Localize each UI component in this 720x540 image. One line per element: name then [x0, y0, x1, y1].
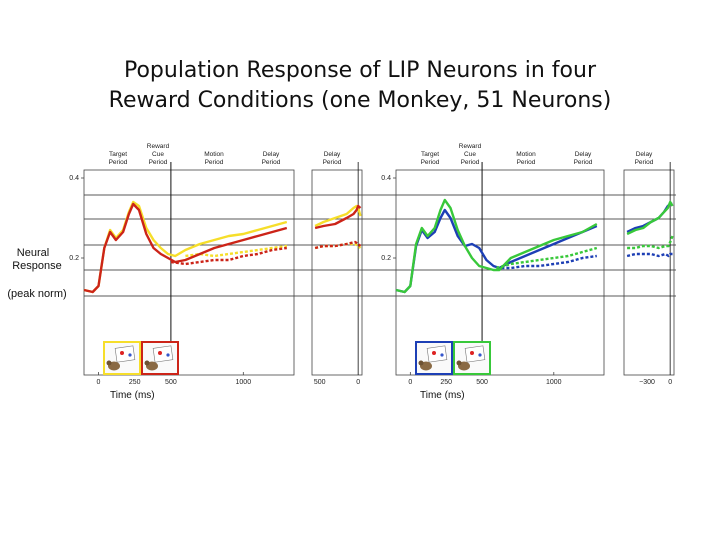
target-dot-icon: [478, 353, 482, 357]
y-axis-label-line-1: Neural: [17, 247, 49, 259]
target-dot-icon: [166, 353, 170, 357]
period-label-3-line-0: Delay: [263, 151, 280, 158]
target-dot-icon: [120, 351, 124, 355]
x-axis-label-right: Time (ms): [420, 390, 465, 401]
period-label-0-line-0: Target: [109, 151, 127, 158]
x-tick-label: 0: [668, 379, 672, 386]
monkey-head-icon: [106, 360, 112, 366]
y-tick-label: 0.4: [381, 175, 391, 182]
axis-labels: Neural Response (peak norm) Time (ms) Ti…: [7, 247, 464, 401]
chart-panel-right: 0.40.20 250 500 1000 −300 0TargetPeriodReward…: [381, 143, 675, 386]
series-blue-dashed-delay-right: [626, 252, 673, 258]
period-label-2-line-0: Motion: [516, 151, 536, 158]
target-dot-icon: [158, 351, 162, 355]
screen-icon: [464, 345, 486, 363]
x-tick-label: 1000: [546, 379, 562, 386]
series-yellow-solid-main-left: [83, 200, 288, 294]
series-blue-solid-main-right: [395, 208, 598, 294]
period-label-0-line-1: Period: [109, 159, 128, 166]
series-blue-solid-delay-right: [626, 202, 673, 234]
period-label-4-line-1: Period: [323, 159, 342, 166]
screen-icon: [426, 345, 448, 363]
period-label-0-line-0: Target: [421, 151, 439, 158]
x-tick-label: 1000: [236, 379, 252, 386]
x-tick-label: 500: [476, 379, 488, 386]
main-axes-box-right: [395, 169, 605, 376]
y-axis-label-line-3: (peak norm): [7, 288, 66, 300]
period-label-1-line-2: Period: [461, 159, 480, 166]
period-label-4-line-1: Period: [635, 159, 654, 166]
screen-icon: [114, 345, 136, 363]
target-dot-icon: [432, 351, 436, 355]
x-axis-label-left: Time (ms): [110, 390, 155, 401]
period-label-3-line-1: Period: [574, 159, 593, 166]
y-tick-label: 0.2: [381, 255, 391, 262]
y-tick-label: 0.4: [69, 175, 79, 182]
series-green-dashed-main-right: [496, 246, 598, 270]
period-label-1-line-1: Cue: [152, 151, 164, 158]
period-label-0-line-1: Period: [421, 159, 440, 166]
screen-icon: [152, 345, 174, 363]
chart-panel-left: 0.40.20 250 500 1000 500 0TargetPeriodRewardC…: [69, 143, 363, 386]
x-tick-label: 250: [440, 379, 452, 386]
horizontal-grid-lines: [84, 194, 676, 297]
slide-title-line-2: Reward Conditions (one Monkey, 51 Neuron…: [108, 88, 612, 113]
x-tick-label: 250: [129, 379, 141, 386]
monkey-head-icon: [418, 360, 424, 366]
x-tick-label: 0: [97, 379, 101, 386]
series-yellow-dashed-main-left: [185, 244, 287, 258]
series-green-solid-main-right: [395, 198, 598, 294]
period-label-1-line-0: Reward: [459, 143, 482, 150]
series-green-solid-delay-right: [626, 200, 674, 236]
delay-axes-box-right: [623, 169, 675, 376]
x-tick-label: 500: [165, 379, 177, 386]
series-red-dashed-delay-left: [314, 240, 362, 250]
x-tick-label: −300: [639, 379, 655, 386]
period-label-3-line-1: Period: [262, 159, 281, 166]
x-tick-label: 0: [408, 379, 412, 386]
series-red-solid-delay-left: [314, 204, 362, 230]
y-axis-label-line-2: Response: [12, 260, 62, 272]
series-red-solid-main-left: [83, 202, 288, 294]
slide-title-line-1: Population Response of LIP Neurons in fo…: [123, 58, 597, 83]
main-axes-box-left: [83, 169, 295, 376]
delay-axes-box-left: [311, 169, 363, 376]
period-label-2-line-1: Period: [517, 159, 536, 166]
period-label-1-line-1: Cue: [464, 151, 476, 158]
y-tick-label: 0.2: [69, 255, 79, 262]
monkey-head-icon: [456, 360, 462, 366]
series-blue-dashed-main-right: [496, 254, 597, 270]
period-label-2-line-0: Motion: [204, 151, 224, 158]
period-label-1-line-2: Period: [149, 159, 168, 166]
x-tick-label: 0: [356, 379, 360, 386]
target-dot-icon: [470, 351, 474, 355]
slide-title: Population Response of LIP Neurons in fo…: [0, 56, 720, 116]
x-tick-label: 500: [314, 379, 326, 386]
period-label-1-line-0: Reward: [147, 143, 170, 150]
period-label-2-line-1: Period: [205, 159, 224, 166]
period-label-4-line-0: Delay: [324, 151, 341, 158]
target-dot-icon: [440, 353, 444, 357]
series-green-dashed-delay-right: [627, 235, 674, 250]
monkey-head-icon: [144, 360, 150, 366]
period-label-3-line-0: Delay: [575, 151, 592, 158]
target-dot-icon: [128, 353, 132, 357]
period-label-4-line-0: Delay: [636, 151, 653, 158]
